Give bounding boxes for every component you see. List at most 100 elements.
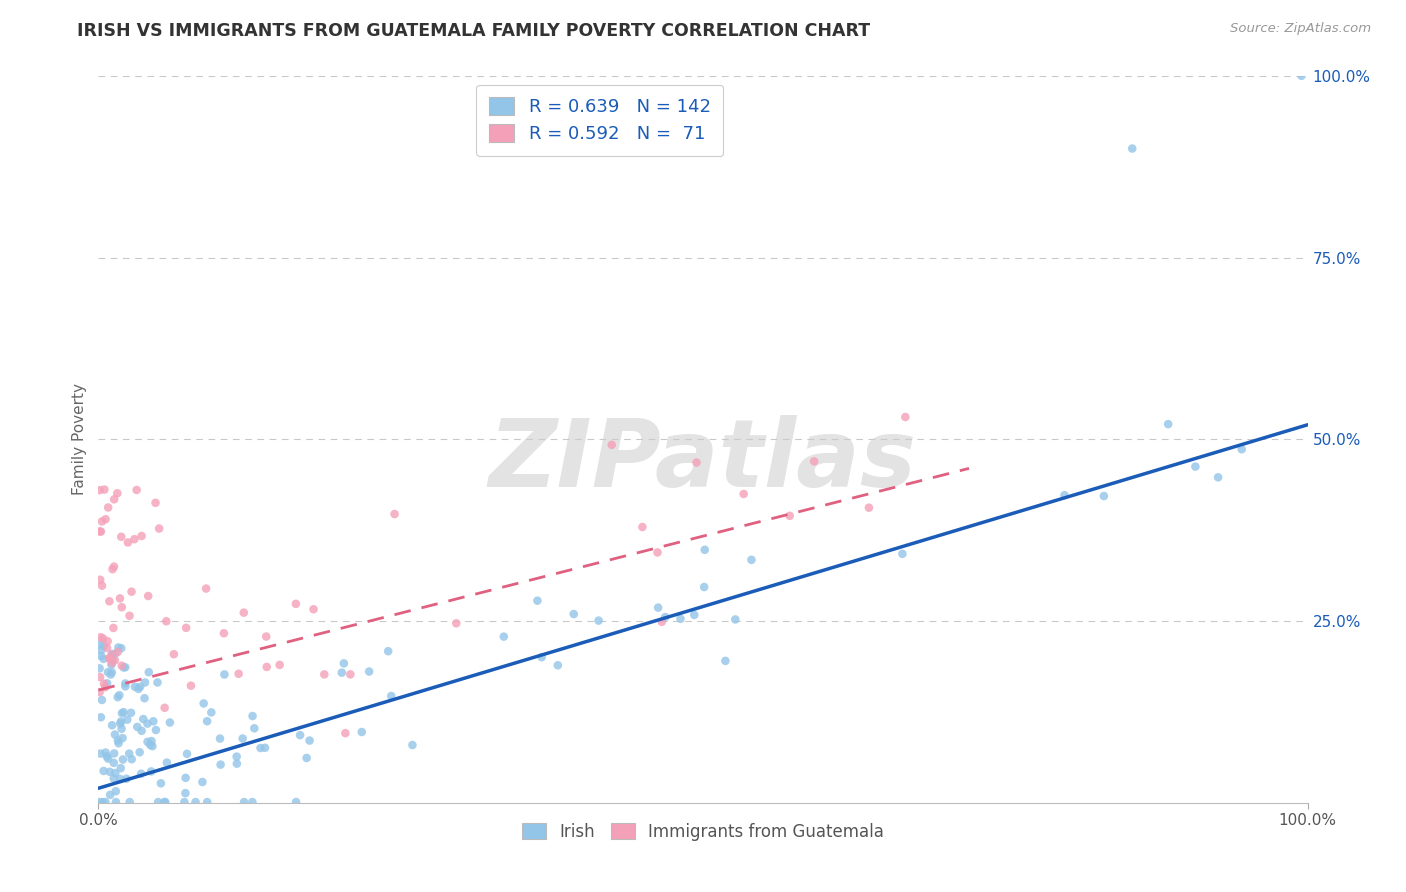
Point (288, 728, 311, 742)
Point (89, 685, 111, 699)
Point (96, 640, 118, 655)
Point (90, 648, 112, 663)
Point (693, 542, 716, 557)
Point (100, 657, 122, 672)
Point (212, 626, 235, 640)
Point (117, 535, 139, 549)
Point (110, 716, 132, 731)
Point (242, 709, 264, 723)
Point (111, 706, 134, 721)
Point (89, 573, 111, 587)
Point (131, 529, 153, 543)
Point (377, 644, 399, 658)
Point (104, 653, 127, 667)
Point (1121, 141, 1143, 155)
Point (314, 667, 336, 681)
Point (129, 680, 152, 694)
Point (111, 600, 134, 615)
Point (91, 795, 114, 809)
Text: ZIPatlas: ZIPatlas (489, 415, 917, 508)
Point (96, 749, 118, 764)
Point (693, 580, 716, 594)
Point (891, 547, 914, 561)
Point (562, 607, 585, 621)
Point (97, 665, 120, 680)
Point (600, 438, 623, 452)
Point (118, 747, 141, 761)
Point (180, 679, 202, 693)
Point (93, 483, 115, 497)
Point (141, 764, 163, 779)
Point (240, 795, 263, 809)
Point (114, 676, 136, 690)
Point (107, 645, 129, 659)
Point (89, 795, 111, 809)
Point (225, 756, 247, 771)
Point (1230, 442, 1253, 457)
Point (232, 606, 254, 620)
Point (107, 733, 129, 747)
Point (153, 700, 176, 714)
Point (350, 725, 373, 739)
Legend: Irish, Immigrants from Guatemala: Irish, Immigrants from Guatemala (515, 814, 891, 849)
Point (174, 786, 197, 800)
Point (108, 688, 131, 702)
Point (193, 697, 215, 711)
Point (174, 771, 197, 785)
Point (740, 553, 762, 567)
Point (134, 691, 156, 706)
Point (93, 639, 115, 653)
Point (117, 713, 139, 727)
Point (110, 530, 132, 544)
Point (243, 721, 266, 735)
Point (101, 647, 124, 661)
Point (148, 522, 170, 536)
Point (127, 720, 149, 734)
Point (101, 656, 124, 670)
Point (858, 500, 880, 515)
Point (184, 795, 207, 809)
Point (103, 772, 125, 786)
Point (547, 658, 569, 673)
Point (91, 579, 114, 593)
Point (654, 610, 676, 624)
Text: IRISH VS IMMIGRANTS FROM GUATEMALA FAMILY POVERTY CORRELATION CHART: IRISH VS IMMIGRANTS FROM GUATEMALA FAMIL… (77, 22, 870, 40)
Point (714, 654, 737, 668)
Point (1157, 417, 1180, 431)
Point (90, 693, 112, 707)
Point (101, 562, 124, 576)
Point (1291, 69, 1313, 83)
Point (103, 747, 125, 761)
Point (530, 650, 553, 665)
Point (779, 508, 801, 523)
Point (114, 679, 136, 693)
Point (156, 756, 179, 770)
Point (200, 706, 222, 720)
Point (631, 520, 654, 534)
Point (647, 600, 669, 615)
Point (285, 795, 308, 809)
Point (98, 594, 121, 608)
Point (1184, 459, 1206, 474)
Point (94, 512, 117, 526)
Point (138, 665, 160, 680)
Point (333, 657, 356, 671)
Point (1206, 470, 1229, 484)
Point (191, 775, 214, 789)
Point (104, 727, 127, 741)
Point (284, 597, 307, 611)
Point (588, 614, 610, 628)
Point (153, 795, 176, 809)
Point (134, 675, 156, 690)
Point (335, 726, 357, 740)
Point (121, 752, 143, 766)
Point (89, 524, 111, 539)
Point (120, 706, 142, 720)
Point (97, 500, 120, 515)
Point (98, 651, 121, 665)
Point (98, 788, 121, 802)
Point (155, 795, 177, 809)
Point (108, 591, 131, 606)
Point (195, 795, 218, 809)
Point (401, 738, 423, 752)
